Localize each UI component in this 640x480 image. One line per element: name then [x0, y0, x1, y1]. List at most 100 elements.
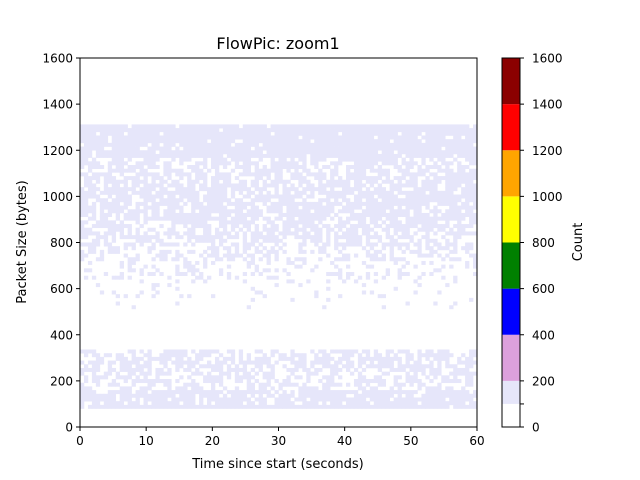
heatmap-cell	[461, 190, 466, 195]
heatmap-cell	[226, 397, 232, 402]
heatmap-cell	[80, 404, 85, 409]
heatmap-cell	[195, 404, 200, 409]
heatmap-cell	[238, 146, 244, 151]
heatmap-cell	[155, 157, 160, 162]
heatmap-cell	[322, 198, 327, 203]
heatmap-cell	[115, 205, 120, 210]
heatmap-cell	[310, 220, 315, 225]
heatmap-cell	[381, 201, 386, 206]
heatmap-cell	[230, 201, 236, 206]
heatmap-cell	[425, 364, 430, 369]
heatmap-cell	[369, 290, 375, 295]
heatmap-cell	[473, 146, 478, 151]
heatmap-cell	[441, 390, 446, 395]
heatmap-cell	[310, 128, 315, 133]
heatmap-cell	[99, 224, 105, 229]
heatmap-cell	[429, 187, 434, 192]
heatmap-cell	[123, 161, 128, 166]
heatmap-cell	[349, 190, 355, 195]
heatmap-cell	[314, 165, 319, 169]
heatmap-cell	[322, 142, 327, 147]
heatmap-cell	[266, 139, 271, 144]
heatmap-cell	[385, 242, 390, 247]
heatmap-cell	[373, 176, 379, 181]
heatmap-cell	[187, 139, 192, 144]
heatmap-cell	[175, 205, 180, 210]
heatmap-cell	[115, 183, 120, 188]
heatmap-cell	[286, 201, 291, 206]
heatmap-cell	[361, 135, 367, 140]
heatmap-cell	[385, 139, 390, 144]
heatmap-cell	[473, 205, 478, 210]
heatmap-cell	[473, 212, 478, 217]
heatmap-cell	[111, 176, 117, 181]
heatmap-cell	[314, 150, 319, 155]
heatmap-cell	[230, 168, 236, 173]
heatmap-cell	[131, 128, 136, 133]
heatmap-cell	[155, 209, 160, 214]
heatmap-cell	[357, 364, 363, 369]
heatmap-cell	[254, 364, 259, 369]
heatmap-cell	[258, 153, 263, 158]
heatmap-cell	[250, 231, 255, 236]
heatmap-cell	[99, 212, 105, 217]
heatmap-cell	[238, 401, 244, 406]
heatmap-cell	[163, 142, 168, 147]
heatmap-cell	[270, 157, 275, 162]
heatmap-cell	[421, 224, 426, 229]
heatmap-cell	[250, 179, 255, 184]
heatmap-cell	[147, 386, 152, 391]
heatmap-cell	[330, 146, 335, 151]
heatmap-cell	[107, 176, 113, 181]
heatmap-cell	[80, 397, 85, 402]
heatmap-cell	[322, 205, 327, 210]
heatmap-cell	[334, 212, 339, 217]
heatmap-cell	[218, 390, 224, 395]
heatmap-cell	[218, 397, 224, 402]
heatmap-cell	[389, 179, 394, 184]
heatmap-cell	[290, 201, 295, 206]
heatmap-cell	[107, 168, 113, 173]
heatmap-cell	[167, 146, 172, 151]
heatmap-cell	[111, 290, 117, 295]
heatmap-cell	[314, 356, 319, 361]
heatmap-cell	[195, 128, 200, 133]
heatmap-cell	[345, 404, 351, 409]
heatmap-cell	[80, 367, 85, 372]
heatmap-cell	[238, 183, 244, 188]
heatmap-cell	[449, 198, 454, 203]
heatmap-cell	[242, 367, 248, 372]
heatmap-cell	[361, 150, 367, 155]
heatmap-cell	[298, 393, 303, 398]
heatmap-cell	[385, 198, 390, 203]
heatmap-cell	[187, 393, 192, 398]
heatmap-cell	[338, 139, 343, 144]
heatmap-cell	[330, 131, 335, 136]
heatmap-cell	[453, 128, 458, 133]
heatmap-cell	[330, 209, 335, 214]
heatmap-cell	[342, 135, 347, 140]
heatmap-cell	[425, 393, 430, 398]
heatmap-cell	[385, 393, 390, 398]
heatmap-cell	[377, 172, 383, 177]
heatmap-cell	[437, 353, 442, 358]
heatmap-cell	[361, 168, 367, 173]
heatmap-cell	[250, 260, 255, 265]
heatmap-cell	[286, 190, 291, 195]
heatmap-cell	[203, 205, 208, 210]
heatmap-cell	[179, 176, 184, 181]
heatmap-cell	[465, 224, 470, 229]
heatmap-cell	[373, 249, 379, 254]
heatmap-cell	[314, 205, 319, 210]
heatmap-cell	[373, 257, 379, 262]
heatmap-cell	[95, 356, 101, 361]
heatmap-cell	[425, 220, 430, 225]
heatmap-cell	[127, 212, 132, 217]
heatmap-cell	[115, 404, 120, 409]
heatmap-cell	[385, 397, 390, 402]
heatmap-cell	[258, 150, 263, 155]
heatmap-cell	[326, 379, 331, 384]
heatmap-cell	[469, 176, 474, 181]
heatmap-cell	[330, 227, 335, 232]
heatmap-cell	[357, 187, 363, 192]
